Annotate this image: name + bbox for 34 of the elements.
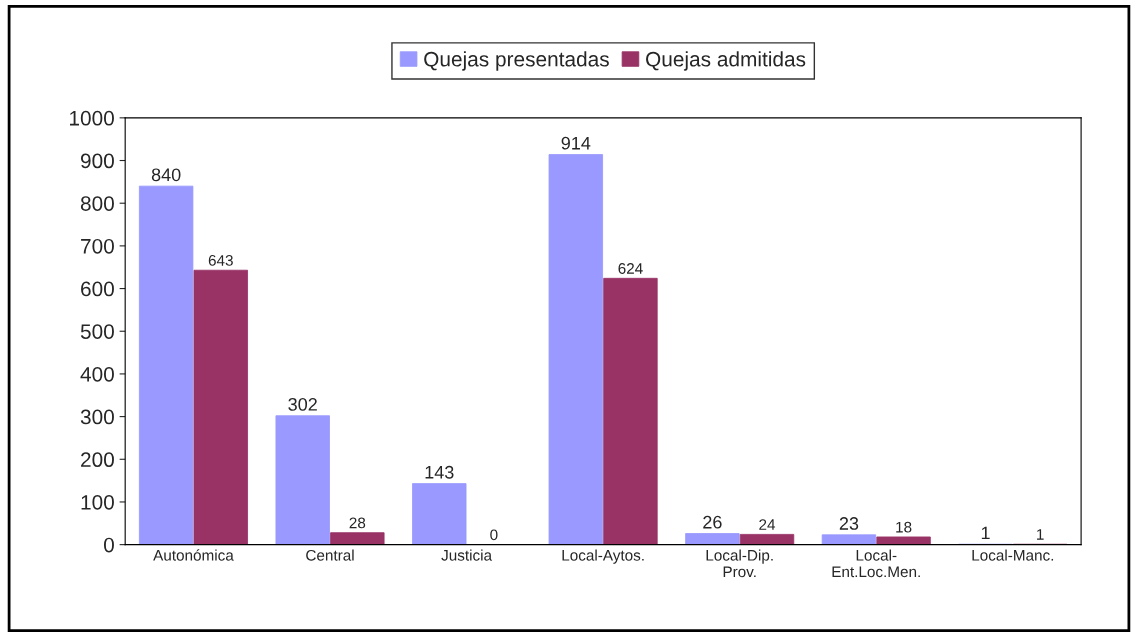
data-label: 840 — [151, 168, 181, 182]
data-label: 28 — [349, 517, 366, 529]
x-tick-label: Autonómica — [153, 549, 234, 561]
y-tick-label: 700 — [81, 238, 114, 254]
x-tick-label: Local-Aytos. — [562, 549, 644, 564]
y-tick-label: 200 — [81, 452, 114, 468]
x-tick-label: Local- Ent.Loc.Men. — [832, 549, 920, 578]
y-tick-label: 800 — [80, 196, 114, 211]
x-tick-label: Central — [306, 549, 354, 561]
data-label: 643 — [208, 254, 233, 266]
y-tick-label: 900 — [80, 153, 114, 169]
data-label: 26 — [703, 515, 722, 529]
y-tick-label: 600 — [81, 281, 114, 297]
data-label: 1 — [1037, 529, 1044, 540]
legend-label: Quejas admitidas — [646, 51, 806, 71]
y-tick-label: 0 — [103, 537, 114, 553]
x-tick-label: Justicia — [441, 549, 493, 561]
data-label: 302 — [288, 398, 317, 411]
data-label: 914 — [561, 136, 591, 150]
y-tick-label: 400 — [80, 366, 114, 382]
y-tick-label: 100 — [81, 494, 114, 510]
legend-label: Quejas presentadas — [424, 51, 609, 71]
x-tick-label: Local-Manc. — [972, 549, 1054, 561]
y-tick-label: 300 — [80, 409, 114, 425]
data-label: 624 — [618, 263, 643, 274]
x-tick-label: Local-Dip. Prov. — [706, 549, 773, 578]
y-tick-label: 500 — [80, 324, 114, 339]
data-label: 24 — [759, 519, 776, 530]
data-label: 23 — [839, 517, 859, 530]
data-label: 0 — [490, 529, 498, 541]
data-label: 1 — [981, 526, 990, 540]
y-tick-label: 1000 — [70, 110, 114, 126]
data-label: 143 — [425, 465, 454, 479]
data-label: 18 — [896, 521, 912, 533]
